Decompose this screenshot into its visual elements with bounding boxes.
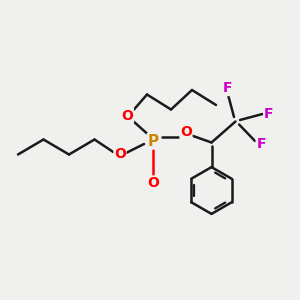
Text: O: O <box>122 109 134 122</box>
Text: O: O <box>180 125 192 139</box>
Text: O: O <box>147 176 159 190</box>
Text: P: P <box>147 134 159 148</box>
Text: O: O <box>114 148 126 161</box>
Text: F: F <box>256 137 266 151</box>
Text: F: F <box>264 107 273 121</box>
Text: F: F <box>223 82 233 95</box>
